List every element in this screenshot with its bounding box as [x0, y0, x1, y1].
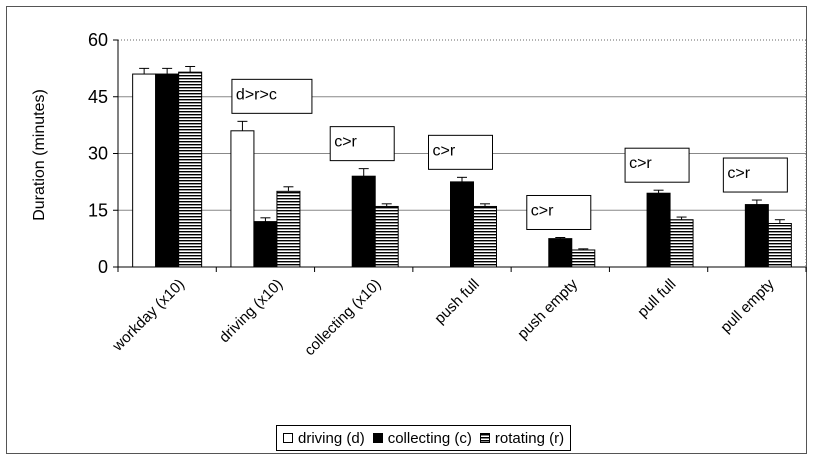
bar-rotating-r-pull-full [669, 219, 694, 268]
annotation-text-pull-full: c>r [629, 155, 652, 172]
annotation-box-push-empty [526, 194, 592, 230]
legend-item-rotating: rotating (r) [479, 429, 565, 447]
annotation-text-pull-empty: c>r [727, 165, 750, 182]
x-tick-label-push-empty: push empty [514, 275, 581, 342]
annotations: d>r>c c>r c>r c>r c>r c>r [231, 78, 788, 230]
x-tick-label-pull-full: pull full [634, 276, 679, 321]
y-tick-label: 45 [88, 87, 108, 107]
bar-driving-d-workday-x10 [132, 73, 157, 268]
legend-swatch-rotating [479, 433, 490, 443]
x-tick-label-driving-x10: driving (x10) [216, 276, 286, 346]
annotation-box-push-full [428, 134, 493, 170]
legend-label-driving: driving (d) [298, 429, 365, 447]
bar-collecting-c-pull-full [646, 192, 671, 268]
legend-item-driving: driving (d) [283, 430, 365, 447]
legend: driving (d) collecting (c) rotating (r) [276, 425, 572, 451]
bar-collecting-c-push-full [450, 181, 474, 268]
annotation-box-pull-full [624, 147, 690, 183]
bar-driving-d-driving-x10 [230, 130, 255, 268]
x-tick-label-collecting-x10: collecting (x10) [301, 276, 384, 359]
bar-rotating-r-push-empty [571, 249, 596, 268]
legend-label-collecting: collecting (c) [387, 429, 472, 447]
x-tick-label-pull-empty: pull empty [717, 275, 778, 336]
legend-label-rotating: rotating (r) [494, 429, 565, 447]
legend-swatch-driving [283, 433, 293, 443]
bar-rotating-r-pull-empty [767, 222, 792, 268]
y-tick-label: 0 [98, 257, 108, 277]
bar-collecting-c-driving-x10 [253, 221, 278, 268]
bar-collecting-c-push-empty [548, 238, 573, 268]
bar-rotating-r-collecting-x10 [374, 205, 399, 268]
annotation-text-push-full: c>r [433, 142, 456, 159]
y-axis-label: Duration (minutes) [31, 89, 48, 221]
bar-collecting-c-collecting-x10 [351, 175, 376, 268]
y-tick-label: 15 [88, 200, 108, 220]
annotation-box-collecting-x10 [329, 126, 395, 162]
annotation-text-collecting-x10: c>r [334, 134, 357, 151]
annotation-text-push-empty: c>r [531, 202, 554, 219]
x-tick-label-push-full: push full [431, 276, 483, 328]
y-tick-label: 60 [88, 30, 108, 50]
bars [132, 65, 792, 268]
x-tick-label-workday-x10: workday (x10) [109, 276, 188, 355]
bar-rotating-r-driving-x10 [276, 190, 301, 268]
legend-item-collecting: collecting (c) [372, 429, 472, 447]
bar-rotating-r-workday-x10 [178, 71, 203, 268]
annotation-box-driving-x10 [231, 78, 313, 114]
legend-swatch-collecting [372, 433, 383, 443]
bar-collecting-c-pull-empty [744, 204, 769, 268]
annotation-text-driving-x10: d>r>c [236, 86, 277, 103]
bar-collecting-c-workday-x10 [155, 73, 180, 268]
bar-rotating-r-push-full [473, 205, 497, 268]
y-tick-label: 30 [88, 144, 108, 164]
annotation-box-pull-empty [722, 157, 788, 193]
